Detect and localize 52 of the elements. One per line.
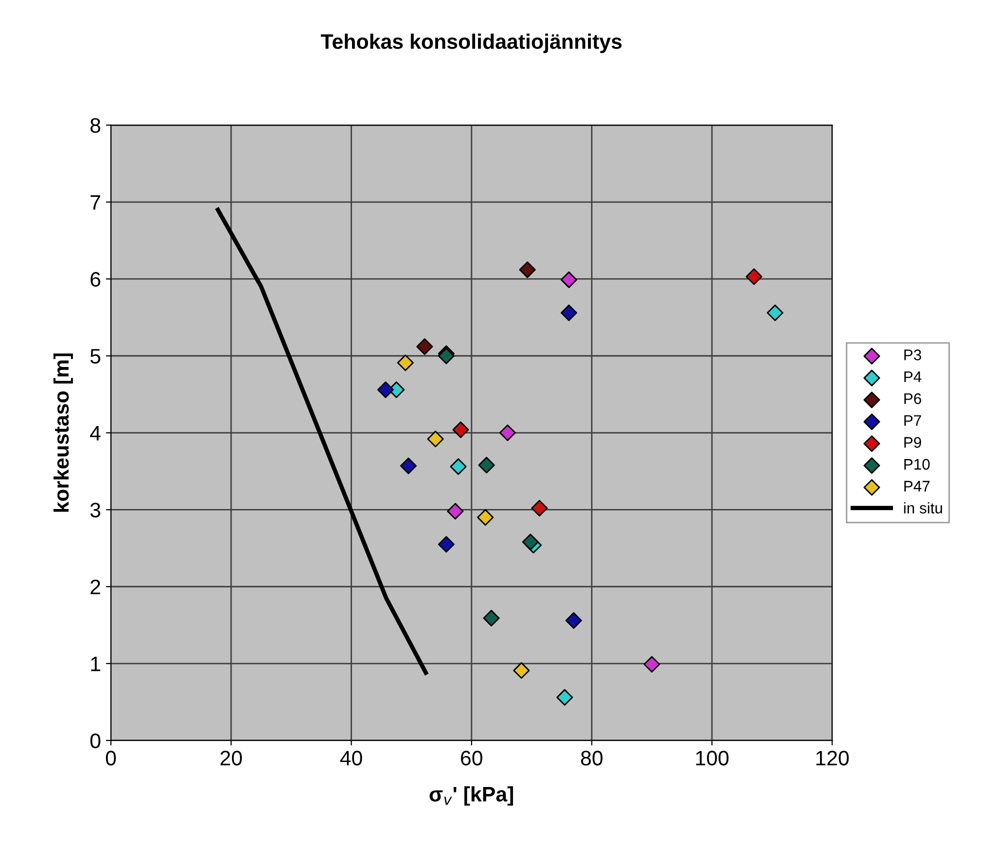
point bbox=[522, 534, 539, 550]
point bbox=[397, 354, 414, 372]
point bbox=[499, 424, 516, 442]
y-tick-label: 8 bbox=[90, 118, 100, 133]
legend-label: in situ bbox=[904, 502, 942, 514]
point bbox=[438, 536, 455, 553]
point bbox=[519, 261, 536, 278]
legend-label: P47 bbox=[904, 480, 930, 492]
point bbox=[560, 304, 578, 322]
y-axis-title: korkeustaso [m] bbox=[53, 353, 73, 512]
point bbox=[427, 430, 444, 448]
point bbox=[483, 610, 500, 626]
line-series bbox=[216, 208, 428, 675]
legend-label: P10 bbox=[904, 458, 930, 470]
point bbox=[531, 500, 548, 516]
x-tick-label: 60 bbox=[461, 750, 482, 766]
point bbox=[478, 456, 495, 474]
x-axis-title: σ$_{v}$' [kPa] bbox=[430, 786, 513, 806]
point bbox=[766, 304, 784, 322]
point bbox=[416, 338, 433, 355]
point bbox=[556, 689, 573, 706]
x-tick-label: 120 bbox=[816, 750, 849, 766]
point bbox=[560, 271, 578, 288]
point bbox=[477, 509, 494, 526]
legend-label: P3 bbox=[904, 349, 922, 360]
legend-label: P7 bbox=[904, 415, 922, 426]
y-tick-label: 4 bbox=[90, 426, 101, 440]
legend-label: P9 bbox=[904, 437, 922, 448]
x-tick-label: 40 bbox=[340, 750, 362, 766]
point bbox=[450, 458, 467, 475]
legend-label: P4 bbox=[904, 372, 922, 382]
point bbox=[377, 381, 394, 398]
y-tick-label: 2 bbox=[90, 580, 100, 594]
point bbox=[400, 458, 417, 474]
y-tick-label: 7 bbox=[90, 195, 100, 210]
x-tick-label: 0 bbox=[106, 750, 116, 766]
y-tick-label: 5 bbox=[90, 349, 100, 364]
point bbox=[513, 662, 530, 679]
x-tick-label: 80 bbox=[581, 750, 603, 766]
point bbox=[565, 612, 582, 629]
y-tick-label: 3 bbox=[90, 502, 100, 518]
point bbox=[452, 421, 470, 438]
legend-label: P6 bbox=[904, 393, 922, 404]
point bbox=[644, 656, 660, 673]
y-tick-label: 6 bbox=[90, 272, 100, 287]
y-tick-label: 0 bbox=[90, 733, 100, 748]
x-tick-label: 100 bbox=[696, 750, 729, 766]
y-tick-label: 1 bbox=[91, 656, 100, 672]
point bbox=[446, 502, 464, 520]
point bbox=[746, 268, 762, 285]
x-tick-label: 20 bbox=[220, 750, 242, 766]
chart-title: Tehokas konsolidaatiojännitys bbox=[320, 34, 622, 54]
